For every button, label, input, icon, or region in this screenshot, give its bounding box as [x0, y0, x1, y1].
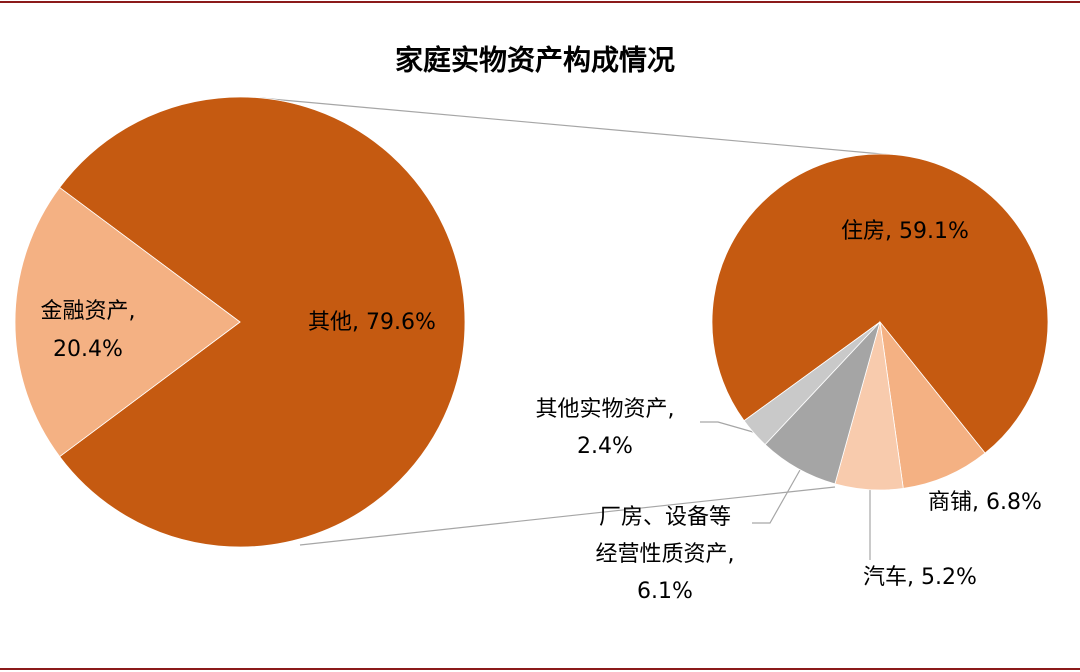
data-label: 2.4%	[577, 434, 633, 459]
data-label: 其他实物资产,	[536, 397, 675, 422]
data-label: 汽车, 5.2%	[863, 565, 977, 590]
pie-slice	[59, 96, 466, 548]
data-label: 6.1%	[637, 579, 693, 604]
connector-line	[259, 97, 894, 156]
data-label: 经营性质资产,	[596, 542, 735, 567]
chart-title: 家庭实物资产构成情况	[395, 44, 675, 77]
data-label: 厂房、设备等	[599, 505, 731, 530]
pie-slice	[743, 321, 881, 446]
data-label: 其他, 79.6%	[308, 310, 436, 335]
data-label: 20.4%	[53, 337, 123, 362]
data-label: 商铺, 6.8%	[928, 490, 1042, 515]
data-label: 金融资产,	[41, 299, 136, 324]
pie-slice	[14, 186, 241, 458]
data-label: 住房, 59.1%	[841, 219, 969, 244]
pie-slice	[711, 153, 1049, 454]
leader-line	[700, 421, 761, 435]
connector-line	[299, 486, 836, 546]
leader-line	[752, 469, 801, 524]
pie-slice	[879, 320, 986, 489]
